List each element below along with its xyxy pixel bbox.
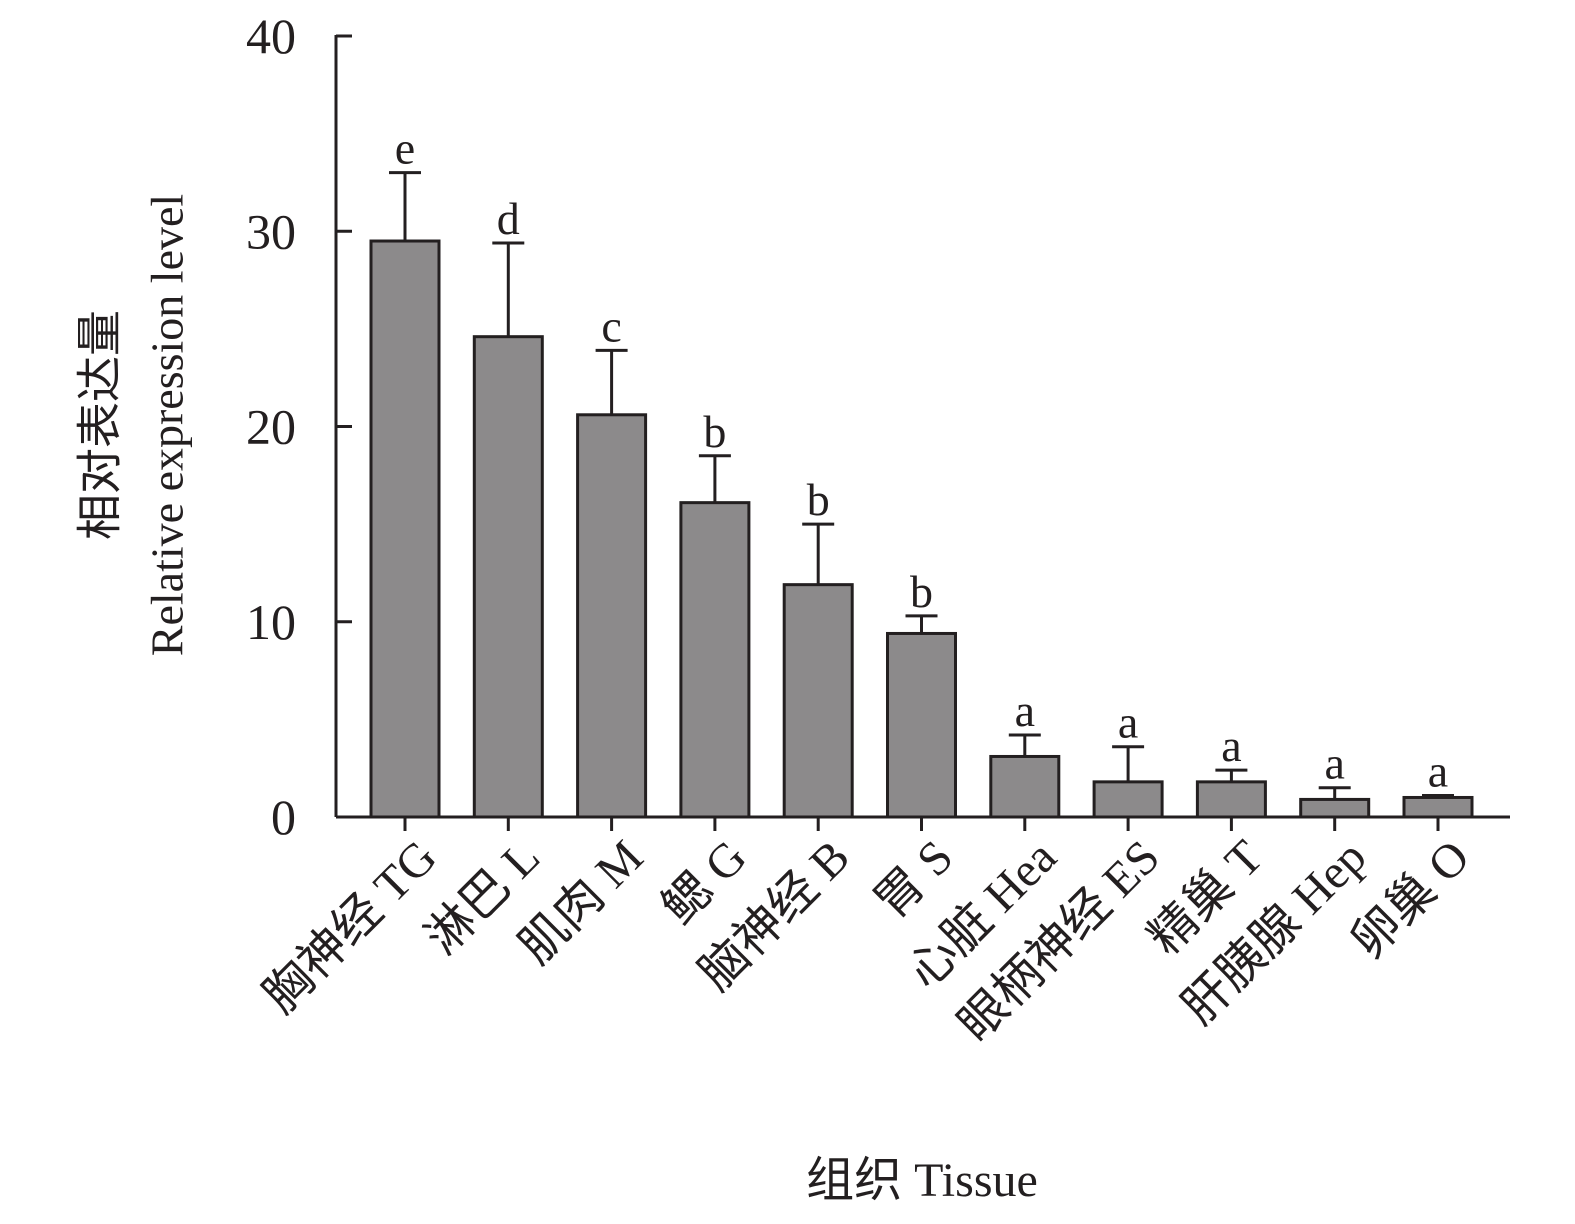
bars bbox=[369, 239, 1474, 819]
y-axis-label: 相对表达量 Relative expression level bbox=[75, 194, 193, 656]
bar bbox=[782, 583, 854, 819]
y-axis-label-en: Relative expression level bbox=[142, 194, 193, 656]
bar bbox=[679, 501, 751, 819]
y-tick-label: 20 bbox=[246, 399, 296, 455]
x-axis-label: 组织 Tissue bbox=[806, 1154, 1038, 1207]
significance-label: e bbox=[395, 123, 415, 174]
error-bars bbox=[389, 171, 1454, 800]
significance-label: b bbox=[807, 474, 830, 525]
significance-label: b bbox=[910, 566, 933, 617]
bar bbox=[1402, 795, 1474, 819]
significance-label: c bbox=[601, 300, 621, 351]
significance-label: a bbox=[1428, 746, 1448, 797]
significance-label: a bbox=[1015, 685, 1035, 736]
bar bbox=[576, 413, 648, 819]
x-tick-label: 卵巢 O bbox=[1341, 830, 1479, 968]
significance-label: d bbox=[497, 193, 520, 244]
y-tick-label: 10 bbox=[246, 594, 296, 650]
bar bbox=[989, 754, 1061, 819]
bar bbox=[1092, 780, 1164, 819]
significance-label: a bbox=[1118, 697, 1138, 748]
y-tick-label: 0 bbox=[271, 789, 296, 845]
significance-label: a bbox=[1324, 738, 1344, 789]
bar bbox=[369, 239, 441, 819]
bar bbox=[886, 631, 957, 819]
significance-labels: e d c b b b a a a a a bbox=[395, 123, 1448, 797]
significance-label: a bbox=[1221, 720, 1241, 771]
bar bbox=[1299, 797, 1371, 819]
significance-label: b bbox=[703, 406, 726, 457]
bar bbox=[472, 335, 544, 819]
y-tick-label: 30 bbox=[246, 203, 296, 259]
y-axis-label-cn: 相对表达量 bbox=[75, 310, 126, 540]
y-axis-ticks: 0 10 20 30 40 bbox=[246, 8, 352, 845]
y-tick-label: 40 bbox=[246, 8, 296, 64]
bar bbox=[1195, 780, 1267, 819]
